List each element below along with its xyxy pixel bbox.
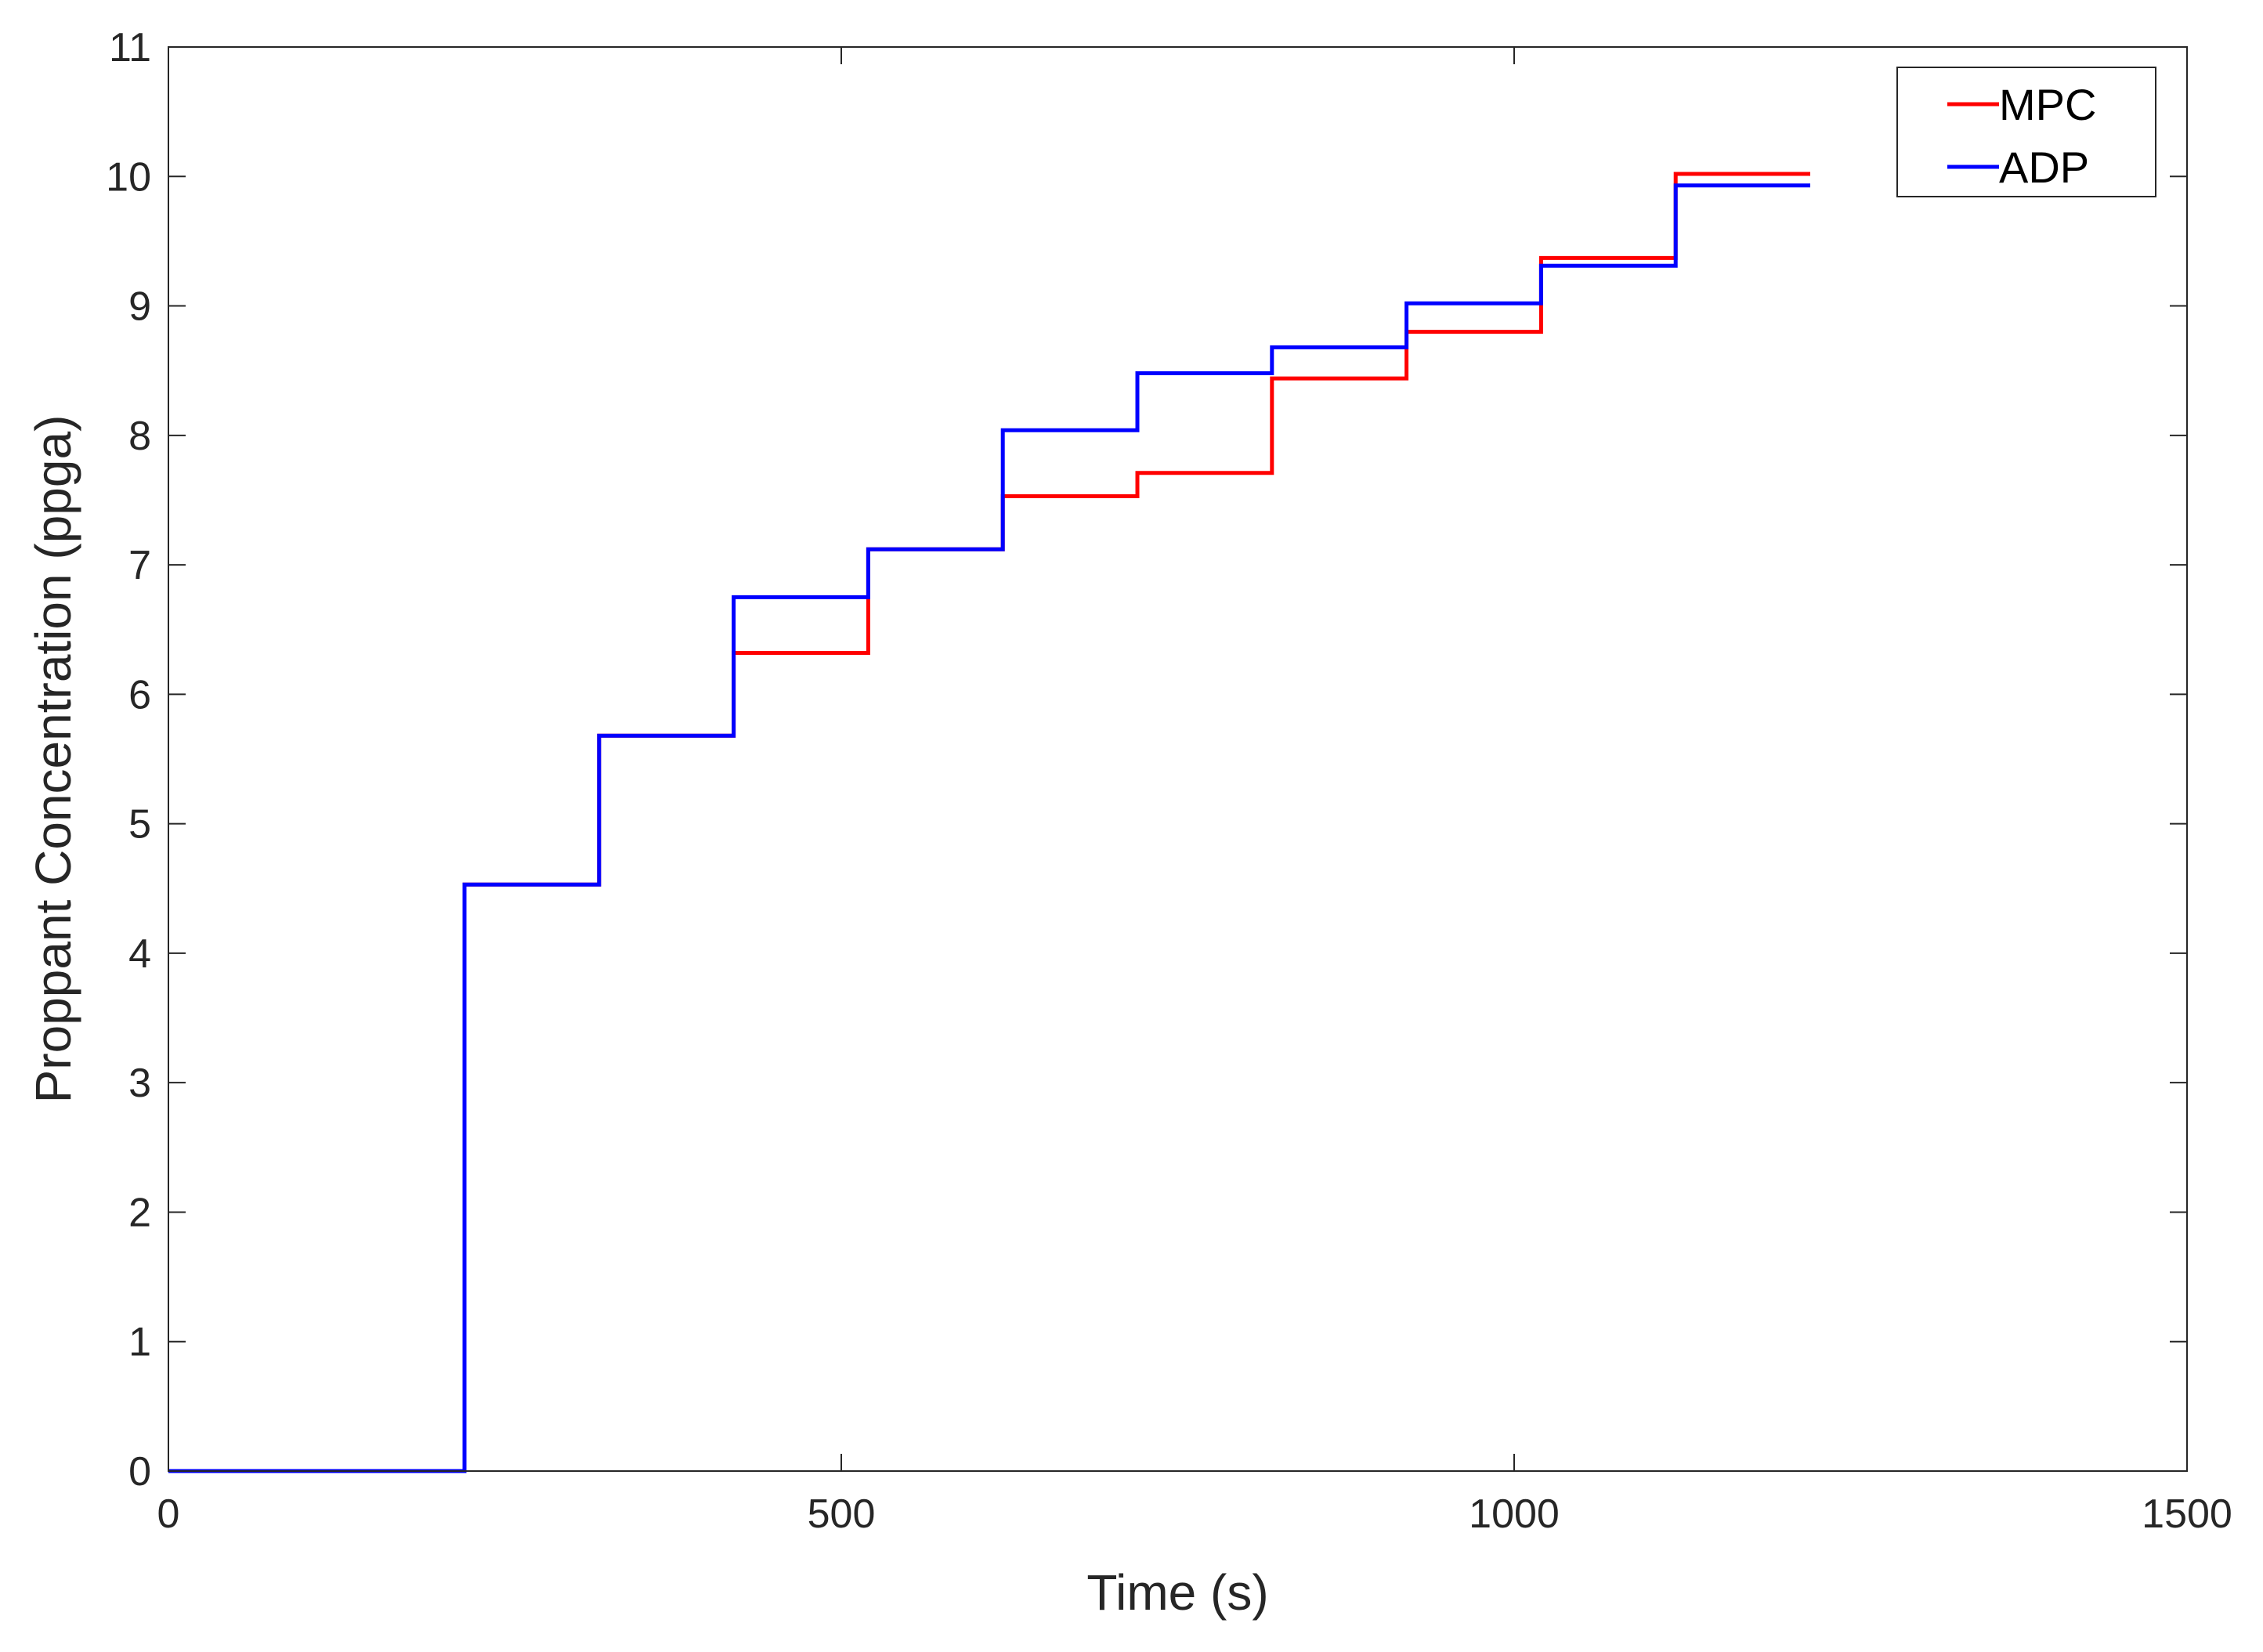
y-tick-label: 9 xyxy=(128,284,151,330)
x-tick-label: 500 xyxy=(808,1491,876,1537)
legend: MPC ADP xyxy=(1896,67,2156,197)
y-tick-label: 8 xyxy=(128,414,151,459)
legend-label-mpc: MPC xyxy=(1999,80,2096,129)
x-tick-label: 1000 xyxy=(1469,1491,1560,1537)
series-layer xyxy=(168,172,1810,1473)
plot-frame xyxy=(168,46,2188,1472)
y-tick-label: 11 xyxy=(109,25,151,70)
x-tick-label: 0 xyxy=(157,1491,180,1537)
y-tick-label: 10 xyxy=(106,154,151,200)
series-line-adp xyxy=(168,183,1810,1473)
legend-box xyxy=(1896,67,2156,197)
x-tick-label: 1500 xyxy=(2142,1491,2232,1537)
y-tick-label: 6 xyxy=(128,672,151,718)
y-tick-label: 3 xyxy=(128,1061,151,1106)
y-axis-label: Proppant Concentration (ppga) xyxy=(25,415,81,1104)
legend-label-adp: ADP xyxy=(1999,143,2089,192)
x-axis-label: Time (s) xyxy=(1086,1564,1268,1621)
y-tick-label: 1 xyxy=(128,1320,151,1365)
plot-area xyxy=(168,47,2187,1471)
y-tick-label: 2 xyxy=(128,1190,151,1235)
y-tick-label: 7 xyxy=(128,543,151,588)
y-tick-label: 0 xyxy=(128,1449,151,1495)
ticks-layer: 0 500 1000 1500 0 1 2 3 4 5 6 7 8 9 10 11 xyxy=(106,25,2232,1537)
y-tick-label: 4 xyxy=(128,931,151,977)
y-tick-label: 5 xyxy=(128,802,151,848)
